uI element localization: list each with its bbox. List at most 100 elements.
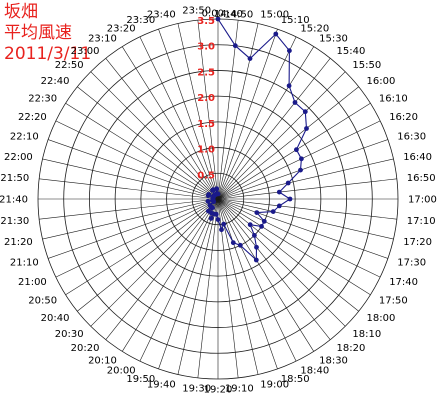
time-label: 23:30 [126,15,155,26]
data-point [215,217,221,223]
data-point [254,244,259,250]
data-point [259,224,264,229]
data-point [254,210,260,216]
grid-spoke-32 [139,198,219,362]
grid-spoke-10 [217,120,381,200]
time-label: 17:20 [403,237,432,248]
data-point [206,208,211,214]
title-line-date: 2011/3/11 [4,44,92,64]
grid-spoke-7 [217,71,346,200]
radial-tick-label: 1.5 [197,119,215,130]
grid-spoke-22 [217,198,331,340]
time-label: 19:30 [182,383,211,394]
title-line-location: 坂畑 [4,2,38,22]
time-label: 20:20 [71,343,100,354]
data-point [287,196,293,202]
time-label: 21:00 [18,277,47,288]
grid-spoke-9 [217,102,371,200]
data-point [270,209,276,215]
grid-spoke-8 [217,86,359,200]
grid-spoke-44 [42,158,219,200]
time-label: 15:40 [337,46,366,57]
time-label: 16:10 [379,93,408,104]
grid-spoke-50 [105,58,219,200]
grid-spoke-45 [48,139,219,200]
time-label: 16:20 [389,112,418,123]
grid-spoke-54 [177,23,219,200]
time-label: 17:00 [408,195,437,206]
series-layer [205,16,309,263]
grid-spoke-18 [217,198,381,278]
data-point [276,189,282,195]
time-label: 14:50 [224,10,253,21]
time-label: 17:40 [389,277,418,288]
time-label: 22:40 [41,76,70,87]
grid-spoke-29 [197,198,219,378]
grid-spoke-23 [217,198,315,352]
grid-spoke-40 [42,198,219,240]
radial-tick-label: 3.5 [197,16,215,27]
radial-tick-label: 3.0 [197,42,215,53]
time-label: 20:50 [28,296,57,307]
radial-tick-label: 2.0 [197,93,215,104]
grid-spoke-6 [217,58,331,200]
grid-spoke-47 [65,102,219,200]
data-point [253,257,259,263]
grid-spoke-3 [217,29,278,200]
chart-title: 坂畑 平均風速 2011/3/11 [4,2,91,65]
radial-tick-labels: 0.5 1.0 1.5 2.0 2.5 3.0 3.5 [197,16,215,181]
grid-spoke-31 [158,198,219,369]
radial-tick-label: 1.0 [197,145,215,156]
time-label: 22:30 [28,93,57,104]
time-label: 16:50 [407,173,436,184]
data-point [206,192,212,197]
time-label: 22:00 [4,152,33,163]
grid-spoke-5 [217,46,315,200]
time-label: 18:40 [300,366,329,377]
grid-spoke-11 [217,139,388,200]
grid-spoke-13 [217,178,397,200]
time-label: 20:10 [88,355,117,366]
time-label: 20:00 [107,366,136,377]
grid-spoke-48 [77,86,219,200]
time-label: 23:10 [88,34,117,45]
time-label: 23:20 [107,23,136,34]
time-label: 0:00 [202,9,224,20]
grid-spoke-38 [55,198,219,278]
time-label: 20:30 [55,329,84,340]
time-label: 16:40 [403,152,432,163]
grid-spoke-4 [217,36,297,200]
time-label: 23:40 [147,9,176,20]
grid-spoke-39 [48,198,219,259]
grid-spoke-43 [39,178,219,200]
time-label: 15:00 [260,9,289,20]
time-label: 23:50 [182,6,211,17]
time-label: 19:40 [147,380,176,391]
time-label: 21:30 [0,216,29,227]
data-point [230,240,236,246]
time-label: 17:50 [379,296,408,307]
grid-spoke-53 [158,29,219,200]
data-point [219,227,224,233]
time-label: 22:10 [10,132,39,143]
data-point [304,126,309,131]
time-label: 15:50 [352,60,381,71]
time-label: 18:50 [281,374,310,385]
time-label: 16:00 [367,76,396,87]
data-point [298,167,303,173]
data-point [287,48,292,54]
grid-spoke-30 [177,198,219,375]
grid-spoke-15 [217,198,397,220]
grid-spoke-16 [217,198,394,240]
time-label: 19:10 [225,383,254,394]
data-point [247,56,253,61]
time-label: 19:00 [260,380,289,391]
data-point [252,233,257,238]
grid-spoke-26 [217,198,259,375]
grid-spoke-41 [39,198,219,220]
time-label: 17:30 [397,257,426,268]
time-label: 18:30 [319,355,348,366]
data-point [215,191,221,197]
grid-spoke-24 [217,198,297,362]
time-label: 21:20 [4,237,33,248]
